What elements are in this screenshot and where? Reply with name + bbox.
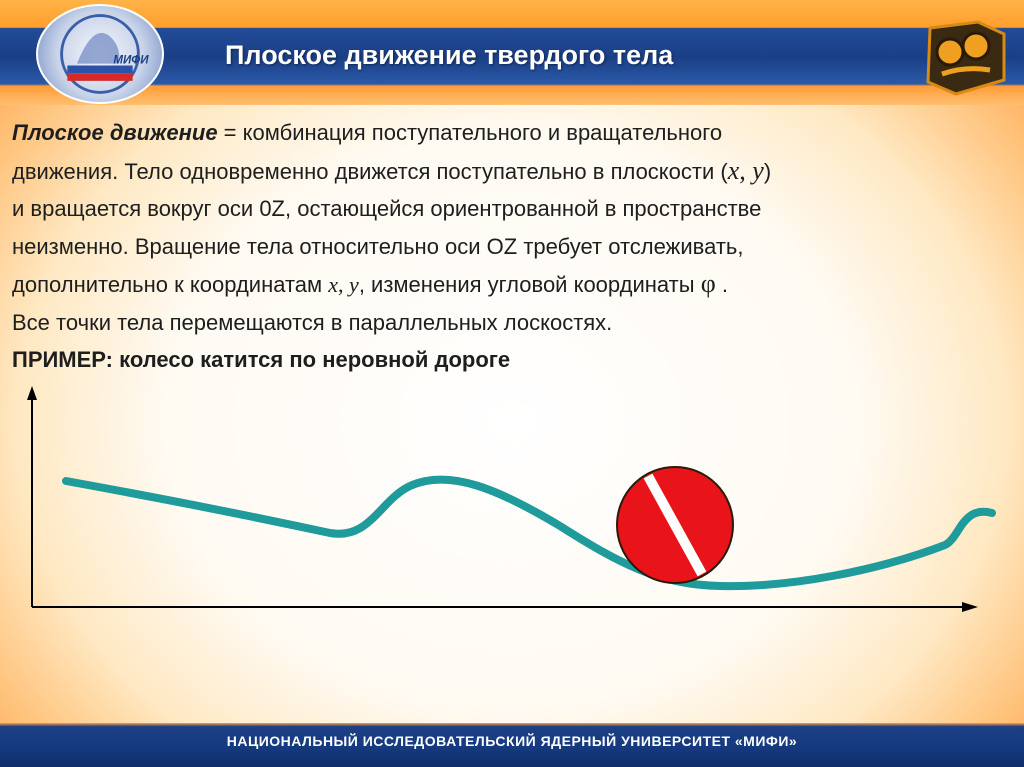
- logo-graphic: МИФИ: [60, 14, 149, 94]
- paren-close: ): [763, 158, 772, 184]
- logo-text: МИФИ: [113, 55, 149, 67]
- text-line-1: Плоское движение = комбинация поступател…: [12, 114, 1017, 152]
- rolling-wheel-diagram: [27, 386, 996, 612]
- text-block: Плоское движение = комбинация поступател…: [12, 114, 1017, 379]
- var-sep: ,: [739, 155, 753, 185]
- text-line-3: и вращается вокруг оси 0Z, остающейся ор…: [12, 196, 762, 221]
- bumpy-road: [62, 475, 996, 591]
- header-bar: [0, 0, 1024, 105]
- wheel-stripe: [643, 473, 707, 577]
- text-line-1-rest: = комбинация поступательного и вращатель…: [217, 120, 723, 145]
- var-y: y: [752, 155, 764, 185]
- footer-bar: НАЦИОНАЛЬНЫЙ ИССЛЕДОВАТЕЛЬСКИЙ ЯДЕРНЫЙ У…: [0, 723, 1024, 767]
- emblem-icon: [926, 20, 1006, 96]
- text-line-6: Все точки тела перемещаются в параллельн…: [12, 309, 613, 335]
- y-axis-arrow: [27, 386, 37, 400]
- footer-text: НАЦИОНАЛЬНЫЙ ИССЛЕДОВАТЕЛЬСКИЙ ЯДЕРНЫЙ У…: [226, 733, 798, 749]
- text-line-5-main: дополнительно к координатам: [12, 272, 329, 297]
- text-line-4: неизменно. Вращение тела относительно ос…: [12, 233, 744, 259]
- var-x: x: [727, 155, 740, 185]
- text-line-2-main: движения. Тело одновременно движется пос…: [12, 158, 728, 184]
- x-axis-arrow: [962, 602, 978, 612]
- text-line-5-rest: , изменения угловой координаты: [358, 272, 701, 297]
- example-heading: ПРИМЕР: колесо катится по неровной дорог…: [12, 347, 511, 372]
- term-plane-motion: Плоское движение: [12, 120, 218, 145]
- text-line-5-end: .: [715, 272, 728, 297]
- text-line-2: движения. Тело одновременно движется пос…: [12, 152, 1017, 191]
- university-logo: МИФИ: [36, 4, 164, 104]
- page-title: Плоское движение твердого тела: [225, 40, 674, 70]
- var-phi: φ: [700, 269, 716, 298]
- text-line-5: дополнительно к координатам x, y, измене…: [12, 265, 1017, 304]
- var-xy: x, y: [328, 272, 359, 297]
